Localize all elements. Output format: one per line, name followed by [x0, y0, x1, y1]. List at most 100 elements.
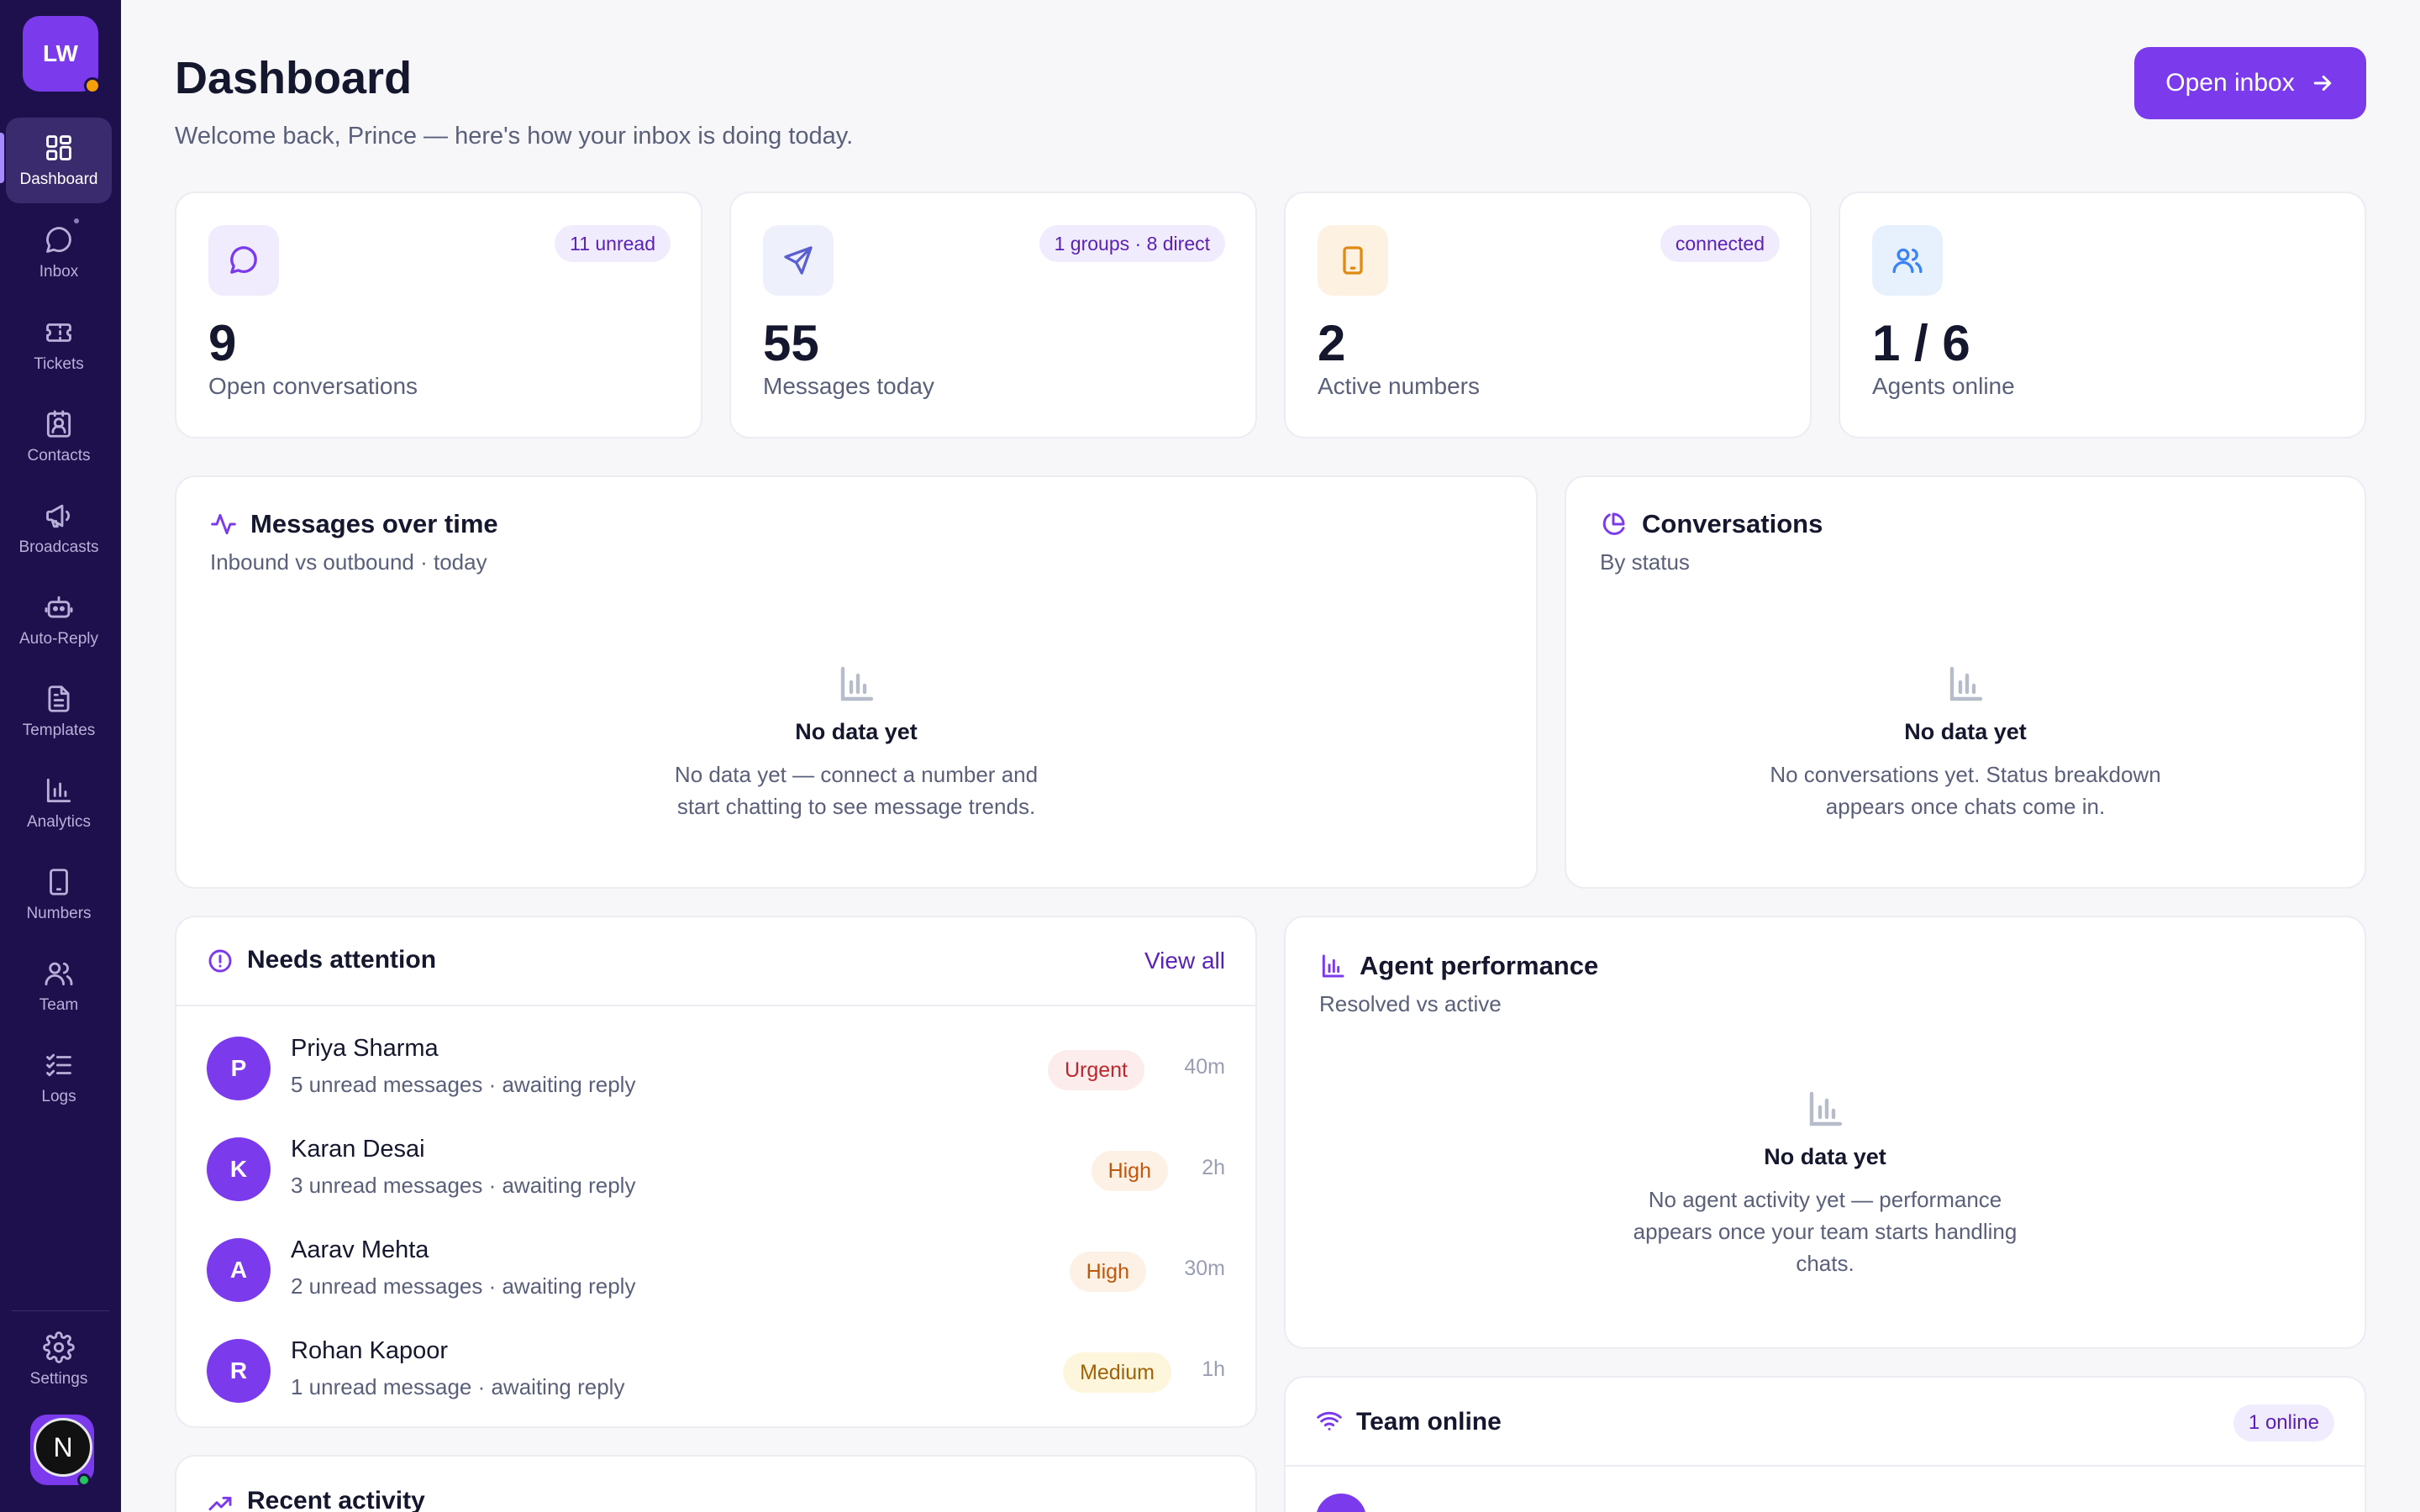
contact-status: 3 unread messages · awaiting reply: [291, 1173, 636, 1198]
contact-name: Aarav Mehta: [291, 1236, 429, 1263]
card-divider: [1286, 1465, 2365, 1467]
open-inbox-button[interactable]: Open inbox: [2134, 47, 2366, 119]
inbox-notification-dot: [74, 218, 79, 223]
empty-title: No data yet: [1904, 719, 2027, 744]
sidebar-item-label: Team: [39, 996, 79, 1014]
chat-bubble-icon: [230, 246, 257, 274]
phone-icon: [50, 869, 68, 895]
sidebar-divider: [12, 1310, 109, 1311]
avatar: K: [207, 1137, 271, 1201]
avatar: P: [207, 1037, 271, 1100]
workspace-logo[interactable]: LW: [23, 16, 101, 94]
sidebar-item-logs[interactable]: Logs: [6, 1035, 112, 1121]
empty-description-line: chats.: [1796, 1251, 1854, 1276]
attention-row[interactable]: A Aarav Mehta 2 unread messages · awaiti…: [207, 1226, 1225, 1310]
needs-attention-card: Needs attention View all P Priya Sharma …: [175, 916, 1257, 1428]
stat-label: Open conversations: [208, 373, 418, 399]
attention-row[interactable]: P Priya Sharma 5 unread messages · await…: [207, 1025, 1225, 1109]
workspace-status-dot: [84, 77, 101, 94]
stat-icon-box: [208, 225, 279, 296]
ticket-icon: [46, 323, 71, 342]
activity-icon: [211, 513, 236, 535]
card-title: Conversations: [1642, 509, 1823, 538]
stat-icon-box: [1872, 225, 1943, 296]
sidebar-item-label: Dashboard: [19, 171, 98, 188]
empty-title: No data yet: [795, 719, 918, 744]
stat-value: 9: [208, 315, 237, 371]
contact-status: 5 unread messages · awaiting reply: [291, 1072, 636, 1097]
empty-description-line: start chatting to see message trends.: [676, 794, 1036, 819]
user-online-indicator: [77, 1473, 91, 1487]
checklist-icon: [46, 1053, 71, 1077]
stat-card-active-numbers: connected 2 Active numbers: [1284, 192, 1812, 438]
sidebar-item-broadcasts[interactable]: Broadcasts: [6, 486, 112, 571]
sidebar-item-numbers[interactable]: Numbers: [6, 852, 112, 937]
sidebar-item-tickets[interactable]: Tickets: [6, 302, 112, 388]
priority-badge: High: [1091, 1151, 1168, 1191]
empty-description-line: No conversations yet. Status breakdown: [1770, 762, 2161, 787]
sidebar-item-auto-reply[interactable]: Auto-Reply: [6, 577, 112, 663]
user-avatar[interactable]: N: [34, 1418, 92, 1477]
team-online-card: Team online 1 online: [1284, 1376, 2366, 1512]
card-title: Team online: [1356, 1408, 1502, 1436]
stat-label: Messages today: [763, 373, 934, 399]
sidebar: LW Dashboard Inbox Tickets Contacts Broa…: [0, 0, 121, 1512]
avatar: [1316, 1494, 1366, 1512]
wait-time: 40m: [1184, 1055, 1225, 1079]
sidebar-item-settings[interactable]: Settings: [6, 1317, 112, 1403]
wait-time: 30m: [1184, 1257, 1225, 1280]
sidebar-item-templates[interactable]: Templates: [6, 669, 112, 754]
bot-icon: [45, 596, 73, 618]
sidebar-item-dashboard[interactable]: Dashboard: [6, 118, 112, 203]
bar-chart-icon: [46, 778, 71, 803]
online-count-badge: 1 online: [2233, 1404, 2334, 1441]
stat-icon-box: [1318, 225, 1388, 296]
sidebar-item-label: Tickets: [34, 355, 84, 373]
empty-description: No data yet — connect a number and start…: [675, 759, 1038, 822]
grid-icon: [46, 135, 71, 160]
bar-chart-icon: [1809, 1091, 1843, 1126]
sidebar-item-label: Inbox: [39, 263, 79, 281]
sidebar-item-inbox[interactable]: Inbox: [6, 210, 112, 296]
stat-value: 1 / 6: [1872, 315, 1970, 371]
sidebar-item-analytics[interactable]: Analytics: [6, 760, 112, 846]
view-all-link[interactable]: View all: [1144, 948, 1225, 974]
page-subtitle: Welcome back, Prince — here's how your i…: [175, 123, 854, 150]
empty-description-line: appears once chats come in.: [1825, 794, 2106, 819]
bar-chart-icon: [840, 666, 874, 701]
active-indicator: [0, 133, 4, 183]
stat-value: 55: [763, 315, 819, 371]
empty-state: No data yet No agent activity yet — perf…: [1286, 1089, 2365, 1279]
contact-name: Rohan Kapoor: [291, 1337, 449, 1364]
stat-badge: 11 unread: [555, 225, 671, 262]
sidebar-item-contacts[interactable]: Contacts: [6, 394, 112, 480]
sidebar-item-label: Templates: [22, 722, 96, 739]
card-title: Recent activity: [247, 1487, 425, 1512]
empty-description: No conversations yet. Status breakdown a…: [1770, 759, 2160, 822]
stat-card-open-conversations: 11 unread 9 Open conversations: [175, 192, 702, 438]
wait-time: 2h: [1202, 1156, 1225, 1179]
bar-chart-icon: [1322, 954, 1344, 978]
stat-badge: 1 groups · 8 direct: [1039, 225, 1225, 262]
contact-name: Priya Sharma: [291, 1035, 439, 1062]
empty-description-line: appears once your team starts handling: [1633, 1219, 2018, 1244]
contact-name: Karan Desai: [291, 1136, 425, 1163]
open-inbox-label: Open inbox: [2165, 69, 2295, 97]
card-subtitle: Inbound vs outbound · today: [210, 549, 487, 575]
send-icon: [784, 246, 813, 275]
sidebar-item-label: Logs: [41, 1088, 76, 1105]
stat-label: Active numbers: [1318, 373, 1480, 399]
card-subtitle: Resolved vs active: [1319, 991, 1502, 1016]
card-title: Needs attention: [247, 946, 437, 974]
messages-over-time-card: Messages over time Inbound vs outbound ·…: [175, 475, 1538, 889]
sidebar-item-team[interactable]: Team: [6, 943, 112, 1029]
recent-activity-card: Recent activity: [175, 1455, 1257, 1512]
priority-badge: Urgent: [1047, 1050, 1144, 1090]
chat-bubble-icon: [46, 227, 71, 253]
arrow-right-icon: [2313, 76, 2331, 91]
attention-row[interactable]: K Karan Desai 3 unread messages · awaiti…: [207, 1126, 1225, 1210]
attention-row[interactable]: R Rohan Kapoor 1 unread message · awaiti…: [207, 1327, 1225, 1411]
empty-title: No data yet: [1764, 1144, 1886, 1169]
stat-value: 2: [1318, 315, 1346, 371]
sidebar-item-label: Contacts: [27, 447, 91, 465]
